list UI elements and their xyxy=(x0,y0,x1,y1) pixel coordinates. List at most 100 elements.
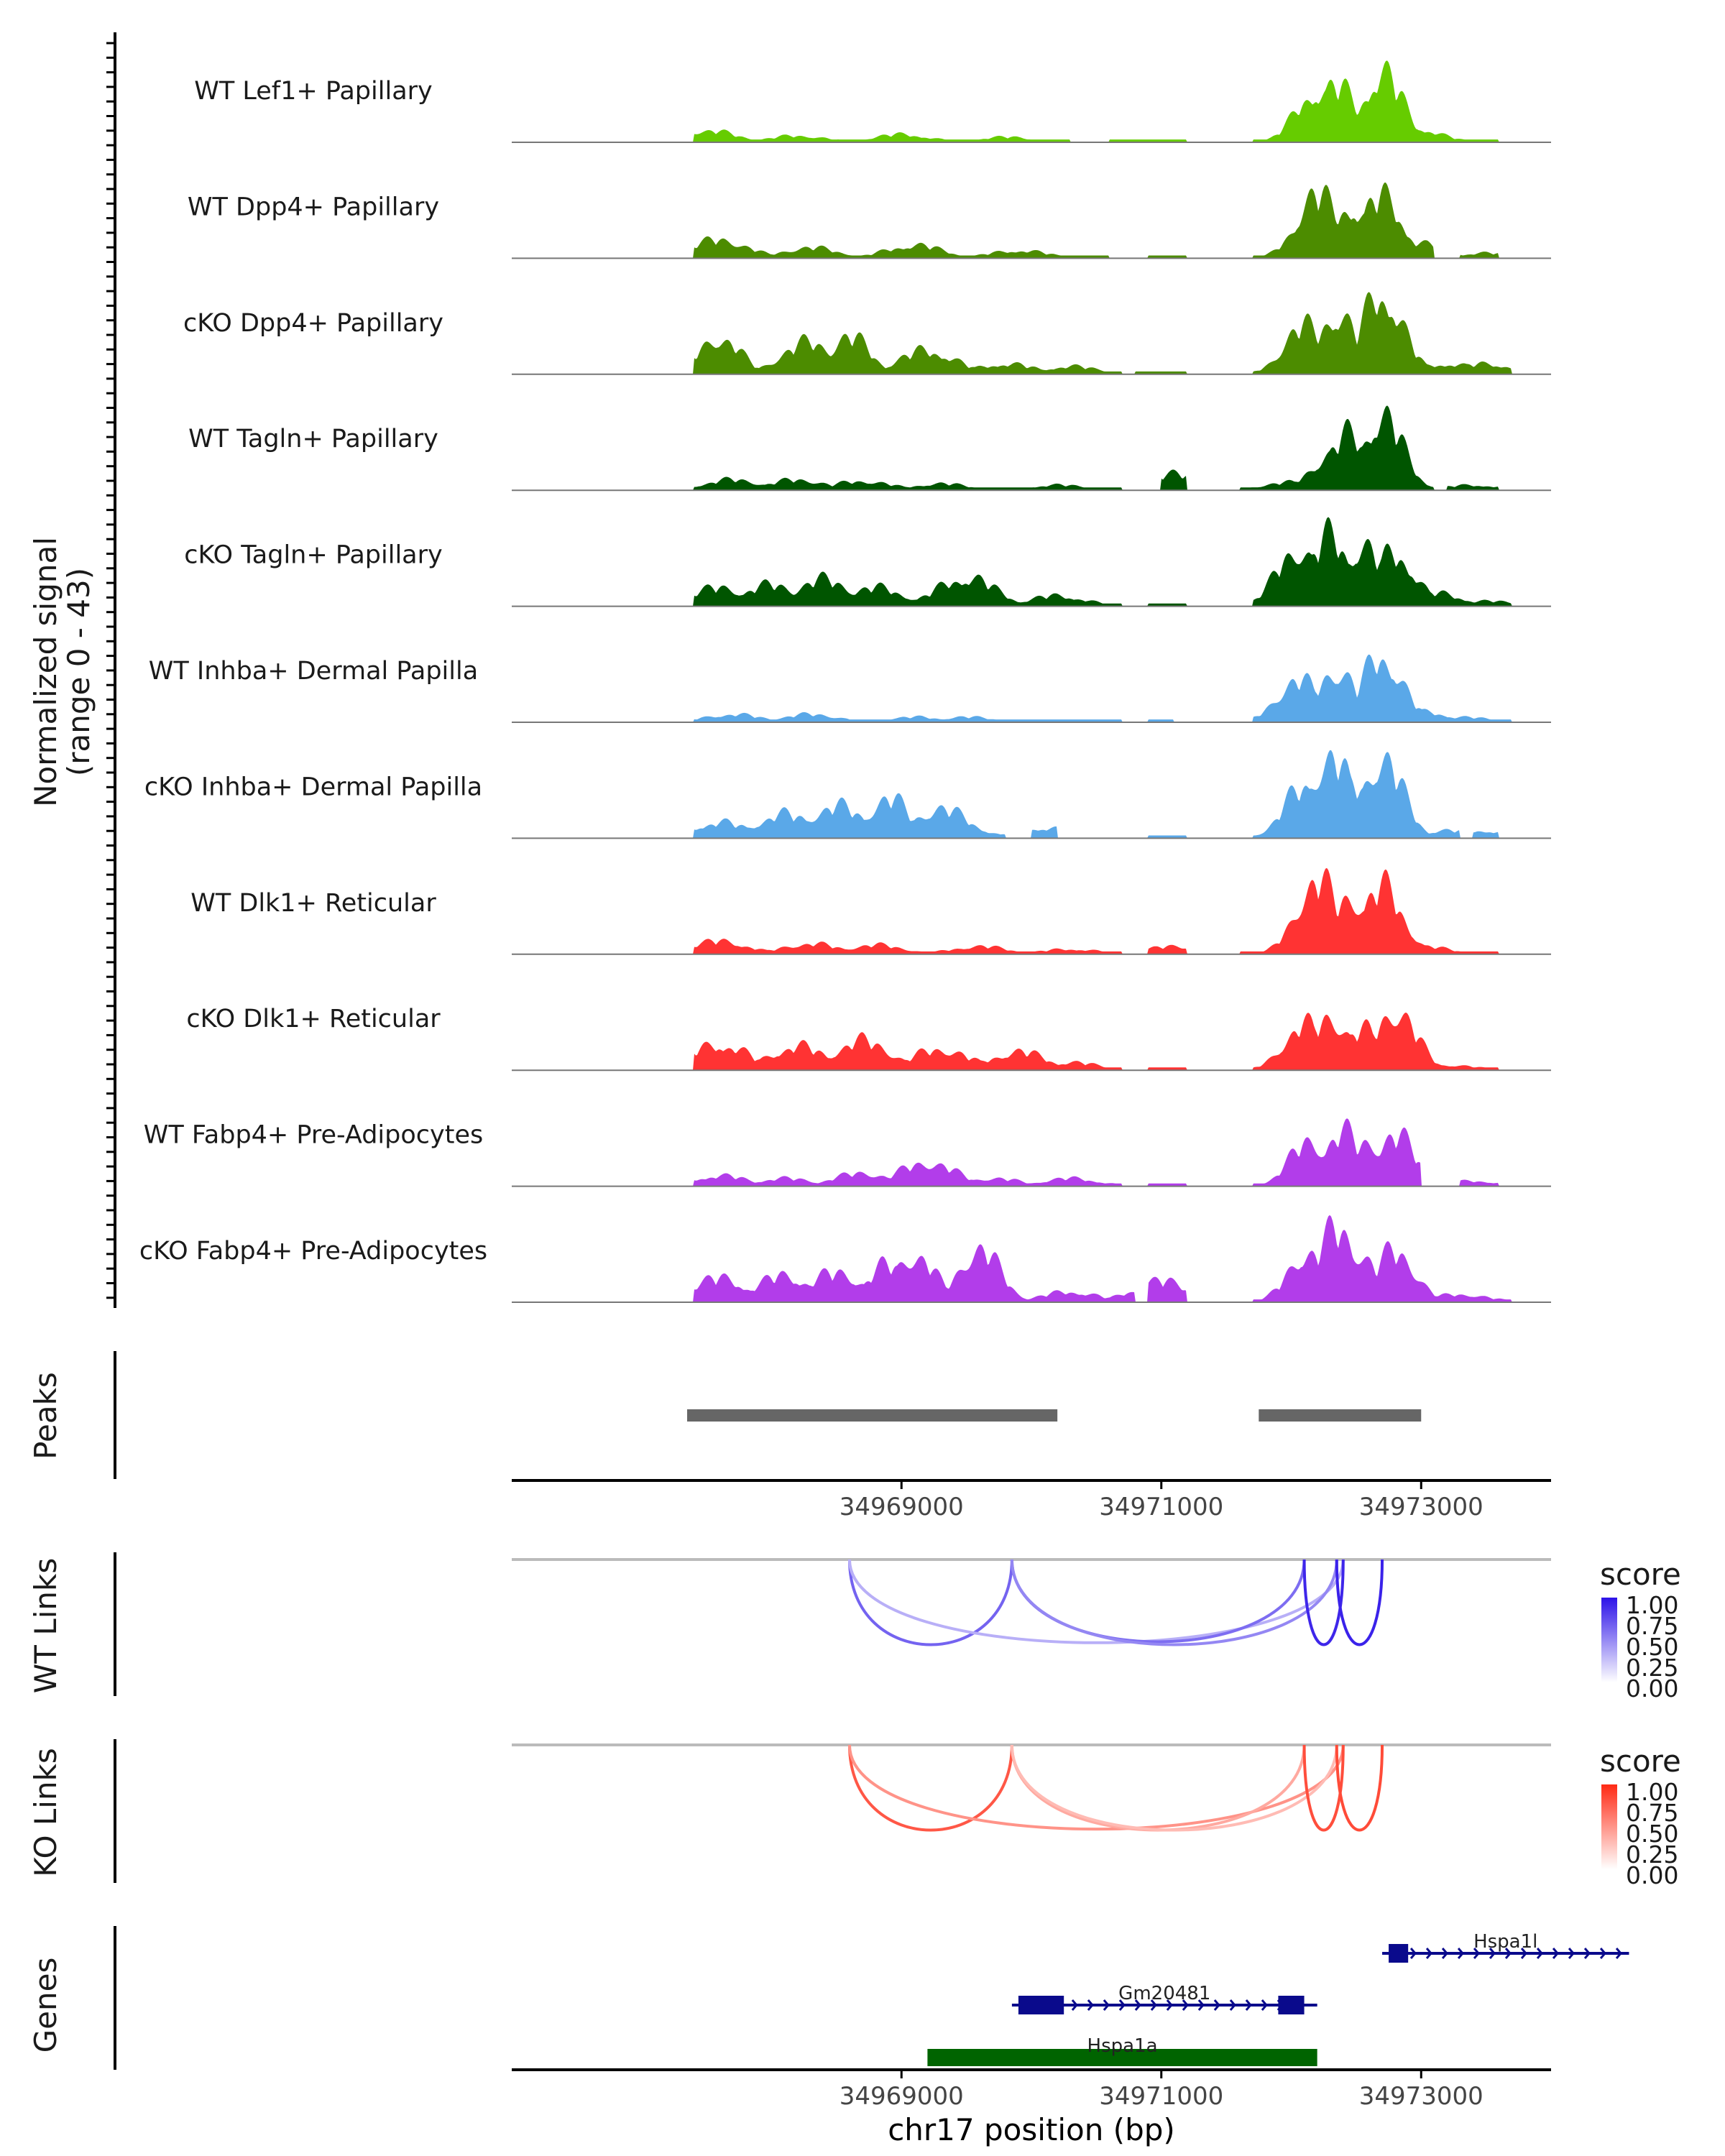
strand-arrow xyxy=(1425,1948,1433,1959)
track-label: WT Inhba+ Dermal Papilla xyxy=(149,657,478,686)
link-arc xyxy=(1010,1744,1338,1832)
legend-tick-label: 0.75 xyxy=(1626,1799,1678,1827)
peaks-panel: Peaks 34969000 34971000 34973000 xyxy=(28,1351,1551,1521)
track-label: WT Fabp4+ Pre-Adipocytes xyxy=(144,1121,483,1150)
track-label: cKO Tagln+ Papillary xyxy=(184,541,443,570)
peak-segment xyxy=(687,1409,1058,1422)
strand-arrow xyxy=(1441,1948,1449,1959)
strand-arrow xyxy=(1213,1999,1220,2011)
strand-arrow xyxy=(1520,1948,1527,1959)
track-label: cKO Fabp4+ Pre-Adipocytes xyxy=(139,1237,487,1266)
track-label: WT Tagln+ Papillary xyxy=(188,425,438,453)
link-arc xyxy=(847,1744,1345,1831)
strand-arrow xyxy=(1261,1999,1268,2011)
peaks-label: Peaks xyxy=(28,1372,63,1460)
gene-label: Hspa1a xyxy=(1087,2035,1158,2057)
link-arc xyxy=(1335,1559,1384,1646)
track-label: cKO Dlk1+ Reticular xyxy=(186,1005,441,1033)
legend-tick-label: 0.50 xyxy=(1626,1633,1678,1661)
x-tick-label: 34973000 xyxy=(1359,1493,1484,1521)
x-axis-title: chr17 position (bp) xyxy=(888,2112,1175,2147)
track-label: WT Lef1+ Papillary xyxy=(194,77,433,106)
wt-link-arcs xyxy=(847,1559,1384,1646)
coverage-track: cKO Tagln+ Papillary xyxy=(184,517,1551,607)
strand-arrow xyxy=(1166,1999,1173,2011)
peak-segments xyxy=(687,1409,1422,1422)
x-tick-label: 34971000 xyxy=(1099,1493,1223,1521)
coverage-y-axis-label: Normalized signal xyxy=(28,537,63,807)
coverage-y-axis xyxy=(106,32,116,1308)
legend-title: score xyxy=(1600,1743,1681,1779)
coverage-area xyxy=(512,1215,1551,1302)
coverage-area xyxy=(512,517,1551,607)
coverage-tracks: WT Lef1+ Papillary WT Dpp4+ Papillary cKO … xyxy=(139,60,1551,1303)
strand-arrow xyxy=(1583,1948,1591,1959)
coverage-area xyxy=(512,1118,1551,1187)
strand-arrow xyxy=(1118,1999,1126,2011)
x-tick-label: 34973000 xyxy=(1359,2082,1484,2111)
peaks-x-ticks: 34969000 34971000 34973000 xyxy=(840,1480,1484,1521)
legend-tick-label: 0.50 xyxy=(1626,1820,1678,1848)
legend-tick-label: 1.00 xyxy=(1626,1778,1678,1806)
coverage-track: WT Dlk1+ Reticular xyxy=(190,867,1551,955)
strand-arrow xyxy=(1087,1999,1094,2011)
coverage-track: cKO Dpp4+ Papillary xyxy=(183,292,1551,375)
link-arc xyxy=(847,1744,1013,1832)
link-arc xyxy=(1302,1559,1345,1646)
gene-exon xyxy=(1018,1996,1064,2014)
gene-label: Hspa1l xyxy=(1473,1931,1537,1953)
strand-arrow xyxy=(1457,1948,1465,1959)
coverage-area xyxy=(512,60,1551,142)
coverage-area xyxy=(512,750,1551,839)
link-arc xyxy=(1335,1744,1384,1832)
x-tick-label: 34971000 xyxy=(1099,2082,1223,2111)
coverage-area xyxy=(512,867,1551,954)
coverage-area xyxy=(512,654,1551,722)
peak-segment xyxy=(1259,1409,1422,1422)
legend-tick-label: 0.75 xyxy=(1626,1612,1678,1640)
strand-arrow xyxy=(1473,1948,1480,1959)
coverage-area xyxy=(512,183,1551,259)
genes-label: Genes xyxy=(28,1958,63,2053)
ko-link-arcs xyxy=(847,1744,1384,1832)
legend-colorbar xyxy=(1601,1598,1617,1682)
strand-arrow xyxy=(1134,1999,1141,2011)
gene-model: Hspa1l xyxy=(1382,1931,1629,1963)
link-arc xyxy=(1010,1559,1338,1646)
gene-models: Hspa1l Gm20481 Hspa1a xyxy=(927,1931,1629,2066)
link-arc xyxy=(847,1559,1013,1646)
gene-model: Gm20481 xyxy=(1011,1983,1317,2014)
track-label: cKO Dpp4+ Papillary xyxy=(183,309,443,338)
coverage-track: cKO Fabp4+ Pre-Adipocytes xyxy=(139,1215,1551,1303)
gene-exon xyxy=(1278,1996,1305,2014)
coverage-track: WT Lef1+ Papillary xyxy=(194,60,1551,143)
track-label: cKO Inhba+ Dermal Papilla xyxy=(144,773,482,801)
strand-arrow xyxy=(1182,1999,1189,2011)
coverage-area xyxy=(512,1012,1551,1071)
legend-tick-label: 0.00 xyxy=(1626,1674,1678,1703)
strand-arrow xyxy=(1197,1999,1205,2011)
strand-arrow xyxy=(1245,1999,1252,2011)
x-tick-label: 34969000 xyxy=(840,2082,964,2111)
strand-arrow xyxy=(1409,1948,1417,1959)
legend-tick-label: 0.25 xyxy=(1626,1841,1678,1869)
ko-links-label: KO Links xyxy=(28,1748,63,1877)
coverage-track: WT Tagln+ Papillary xyxy=(188,405,1551,492)
legend-colorbar xyxy=(1601,1784,1617,1869)
track-label: WT Dpp4+ Papillary xyxy=(188,193,439,221)
strand-arrow xyxy=(1504,1948,1512,1959)
gene-exon xyxy=(1389,1944,1409,1963)
strand-arrow xyxy=(1568,1948,1575,1959)
coverage-track: cKO Inhba+ Dermal Papilla xyxy=(144,750,1551,839)
coverage-track: cKO Dlk1+ Reticular xyxy=(186,1005,1551,1072)
x-tick-label: 34969000 xyxy=(840,1493,964,1521)
legend-tick-label: 1.00 xyxy=(1626,1591,1678,1619)
link-arc xyxy=(847,1559,1345,1644)
link-arc xyxy=(1010,1559,1306,1644)
legend-title: score xyxy=(1600,1557,1681,1592)
